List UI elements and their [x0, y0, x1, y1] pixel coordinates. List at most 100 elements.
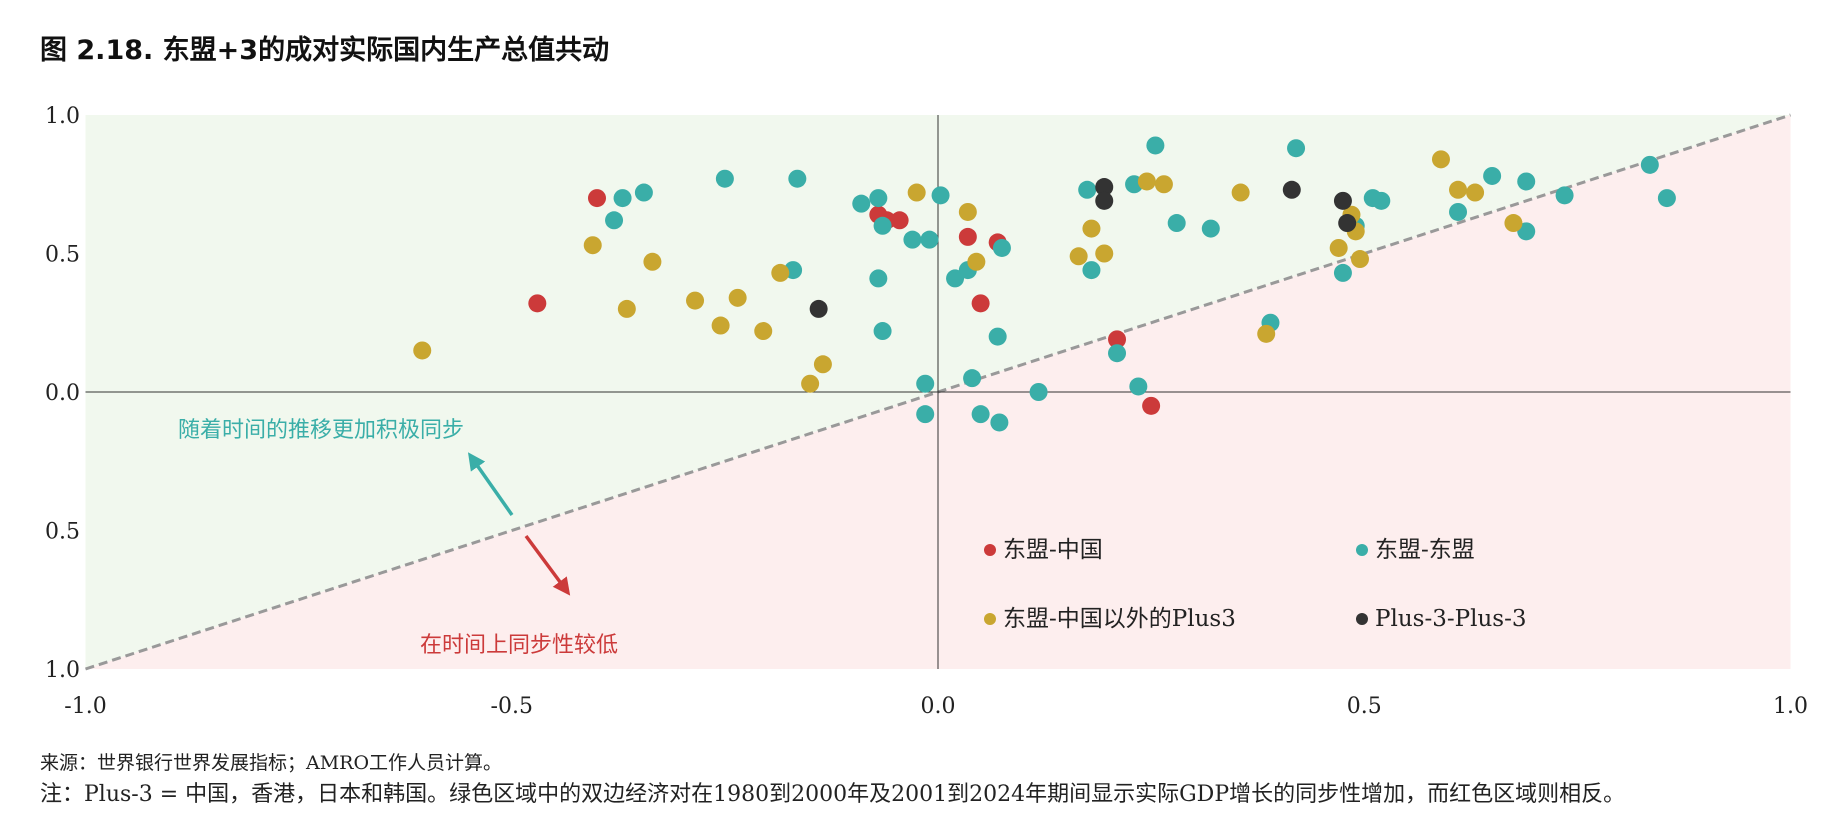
data-point [1333, 263, 1352, 282]
data-point [967, 252, 986, 271]
data-point [1350, 250, 1369, 269]
data-point [1082, 261, 1101, 280]
data-point [605, 211, 624, 230]
data-point [1146, 136, 1165, 155]
data-point [1069, 247, 1088, 266]
data-point [643, 252, 662, 271]
legend-marker [1356, 544, 1368, 556]
legend-marker [1356, 613, 1368, 625]
down-arrow-icon [524, 534, 571, 596]
data-point [809, 299, 828, 318]
data-point [1029, 383, 1048, 401]
data-point [1431, 150, 1450, 169]
up-arrow-icon [467, 452, 514, 517]
data-point [1095, 191, 1114, 210]
data-point [988, 327, 1007, 346]
data-point [686, 291, 705, 310]
data-point [1449, 202, 1468, 221]
data-point [920, 230, 939, 249]
data-point [1257, 324, 1276, 343]
data-point [903, 230, 922, 249]
footnote: 注：Plus-3 = 中国，香港，日本和韩国。绿色区域中的双边经济对在1980到… [40, 782, 1626, 807]
data-point [1078, 180, 1097, 199]
data-point [1640, 155, 1659, 174]
y-tick-label: 0.0 [45, 381, 80, 406]
data-point [1082, 219, 1101, 238]
data-point [1137, 172, 1156, 191]
legend-label: Plus-3-Plus-3 [1375, 606, 1526, 632]
data-point [992, 238, 1011, 257]
data-point [1201, 219, 1220, 238]
data-point [1333, 191, 1352, 210]
data-point [617, 299, 636, 318]
data-point [728, 288, 747, 307]
data-point [1154, 175, 1173, 194]
data-point [588, 189, 606, 208]
data-point [1657, 189, 1676, 208]
data-point [1282, 180, 1301, 199]
data-point [971, 294, 990, 313]
x-tick-label: 1.0 [1773, 694, 1808, 719]
x-tick-label: 0.0 [921, 694, 956, 719]
data-point [1108, 330, 1127, 349]
data-point [1555, 186, 1574, 205]
data-point [1466, 183, 1485, 202]
data-point [1129, 377, 1148, 396]
data-point [931, 186, 950, 205]
data-point [715, 169, 734, 188]
data-point [1338, 214, 1357, 233]
data-point [1517, 172, 1536, 191]
x-tick-label: -0.5 [491, 694, 533, 719]
data-point [413, 341, 432, 360]
data-point [890, 211, 909, 230]
y-tick-label: 1.0 [45, 658, 80, 683]
data-point [528, 294, 547, 313]
data-point [1095, 178, 1114, 197]
scatter-chart: -1.0 -0.5 0.0 0.5 1.0 1.0 0.5 0.0 0.5 1.0 随着时间的推移… [45, 104, 1808, 719]
data-point [1517, 222, 1536, 241]
data-point [788, 169, 807, 188]
annotation-lower: 在时间上同步性较低 [420, 633, 618, 658]
data-point [873, 216, 892, 235]
data-points [413, 136, 1676, 432]
data-point [1142, 396, 1161, 415]
legend-label: 东盟-中国以外的Plus3 [1003, 606, 1236, 632]
data-point [1095, 244, 1114, 263]
data-point [907, 183, 926, 202]
y-tick-label: 1.0 [45, 104, 80, 129]
legend-label: 东盟-东盟 [1375, 537, 1475, 563]
data-point [1483, 166, 1502, 185]
y-tick-label: 0.5 [45, 520, 80, 545]
data-point [869, 269, 888, 288]
data-point [990, 413, 1009, 432]
data-point [754, 322, 773, 341]
data-point [813, 355, 832, 374]
data-point [1504, 214, 1523, 233]
data-point [613, 189, 632, 208]
data-point [1449, 180, 1468, 199]
data-point [771, 263, 790, 282]
data-point [869, 189, 888, 208]
data-point [1167, 214, 1186, 233]
data-point [711, 316, 730, 335]
data-point [916, 374, 935, 393]
data-point [1287, 139, 1306, 158]
annotation-upper: 随着时间的推移更加积极同步 [178, 418, 464, 443]
data-point [946, 269, 965, 288]
data-point [958, 227, 977, 246]
data-point [971, 405, 990, 424]
y-tick-label: 0.5 [45, 243, 80, 268]
legend-marker [984, 613, 996, 625]
data-point [916, 405, 935, 424]
data-point [852, 194, 871, 213]
data-point [1372, 191, 1391, 210]
data-point [583, 236, 602, 255]
legend-marker [984, 544, 996, 556]
source-note: 来源：世界银行世界发展指标；AMRO工作人员计算。 [40, 752, 503, 774]
data-point [1329, 238, 1348, 257]
data-point [963, 369, 982, 388]
data-point [1231, 183, 1250, 202]
data-point [958, 202, 977, 221]
